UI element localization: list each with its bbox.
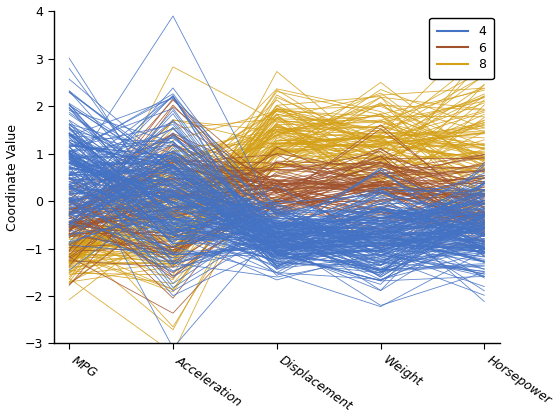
Y-axis label: Coordinate Value: Coordinate Value	[6, 124, 19, 231]
Legend: 4, 6, 8: 4, 6, 8	[430, 18, 494, 79]
